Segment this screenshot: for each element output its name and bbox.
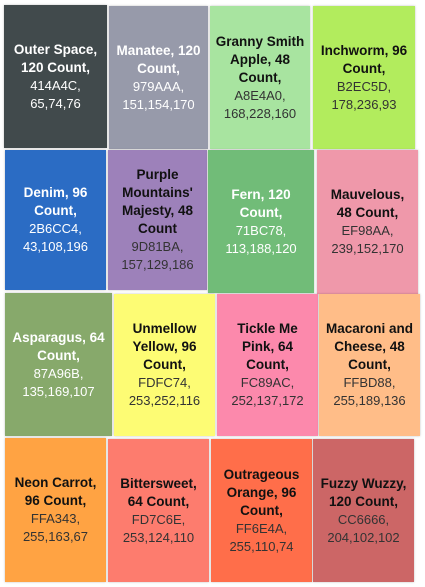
swatch-hex: A8E4A0,	[234, 87, 286, 103]
swatch-rgb: 151,154,170	[122, 96, 195, 112]
swatch-asparagus: Asparagus, 64 Count, 87A96B, 135,169,107	[5, 293, 112, 436]
swatch-hex: 71BC78,	[235, 222, 287, 238]
swatch-neon-carrot: Neon Carrot, 96 Count, FFA343, 255,163,6…	[5, 438, 106, 582]
swatch-outer-space: Outer Space, 120 Count, 414A4C, 65,74,76	[4, 5, 107, 148]
swatch-hex: 87A96B,	[33, 365, 84, 381]
swatch-rgb: 65,74,76	[30, 95, 81, 111]
swatch-hex: FC89AC,	[240, 375, 295, 390]
swatch-rgb: 252,137,172	[231, 393, 304, 408]
swatch-rgb: 255,163,67	[22, 529, 89, 544]
swatch-inchworm: Inchworm, 96 Count, B2EC5D, 178,236,93	[313, 6, 415, 149]
swatch-fern: Fern, 120 Count, 71BC78, 113,188,120	[208, 150, 314, 293]
swatch-name: Neon Carrot, 96 Count,	[14, 475, 97, 508]
swatch-manatee: Manatee, 120 Count, 979AAA, 151,154,170	[109, 6, 208, 149]
swatch-unmellow-yellow: Unmellow Yellow, 96 Count, FDFC74, 253,2…	[114, 294, 215, 436]
swatch-name: Manatee, 120 Count,	[116, 42, 201, 76]
swatch-rgb: 255,110,74	[229, 538, 294, 554]
swatch-name: Unmellow Yellow, 96 Count,	[132, 321, 197, 372]
swatch-rgb: 135,169,107	[22, 383, 95, 399]
swatch-purple-mountains-majesty: Purple Mountains' Majesty, 48 Count 9D81…	[108, 150, 207, 290]
swatch-mauvelous: Mauvelous, 48 Count, EF98AA, 239,152,170	[317, 150, 418, 294]
swatch-hex: 2B6CC4,	[29, 221, 82, 236]
swatch-name: Inchworm, 96 Count,	[320, 42, 408, 76]
swatch-name: Bittersweet, 64 Count,	[120, 475, 197, 509]
swatch-name: Granny Smith Apple, 48 Count,	[215, 33, 305, 85]
swatch-name: Fuzzy Wuzzy, 120 Count,	[320, 475, 407, 509]
swatch-rgb: 204,102,102	[327, 529, 400, 545]
swatch-rgb: 113,188,120	[225, 240, 297, 256]
swatch-hex: EF98AA,	[341, 223, 394, 238]
swatch-hex: CC6666,	[337, 511, 390, 527]
swatch-rgb: 253,252,116	[128, 393, 201, 408]
swatch-name: Outrageous Orange, 96 Count,	[223, 466, 300, 518]
swatch-hex: FDFC74,	[138, 375, 191, 390]
swatch-name: Outer Space, 120 Count,	[13, 41, 98, 75]
swatch-granny-smith-apple: Granny Smith Apple, 48 Count, A8E4A0, 16…	[210, 6, 310, 149]
swatch-hex: FFBD88,	[343, 375, 396, 390]
swatch-hex: 414A4C,	[30, 77, 81, 93]
swatch-macaroni-and-cheese: Macaroni and Cheese, 48 Count, FFBD88, 2…	[319, 294, 420, 436]
swatch-name: Asparagus, 64 Count,	[12, 329, 105, 363]
swatch-hex: FF6E4A,	[235, 520, 288, 536]
swatch-rgb: 43,108,196	[22, 239, 89, 254]
swatch-tickle-me-pink: Tickle Me Pink, 64 Count, FC89AC, 252,13…	[217, 294, 318, 436]
swatch-hex: FD7C6E,	[131, 511, 186, 527]
swatch-name: Fern, 120 Count,	[231, 186, 291, 220]
swatch-rgb: 157,129,186	[121, 257, 194, 272]
swatch-hex: 9D81BA,	[131, 239, 184, 254]
swatch-name: Tickle Me Pink, 64 Count,	[237, 321, 298, 372]
swatch-rgb: 178,236,93	[331, 96, 397, 112]
swatch-fuzzy-wuzzy: Fuzzy Wuzzy, 120 Count, CC6666, 204,102,…	[313, 439, 414, 582]
swatch-name: Macaroni and Cheese, 48 Count,	[325, 321, 414, 372]
swatch-outrageous-orange: Outrageous Orange, 96 Count, FF6E4A, 255…	[211, 439, 312, 582]
swatch-hex: 979AAA,	[132, 78, 185, 94]
swatch-denim: Denim, 96 Count, 2B6CC4, 43,108,196	[5, 150, 106, 290]
swatch-rgb: 168,228,160	[223, 105, 297, 121]
swatch-hex: FFA343,	[30, 511, 81, 526]
swatch-name: Purple Mountains' Majesty, 48 Count	[121, 167, 194, 236]
swatch-bittersweet: Bittersweet, 64 Count, FD7C6E, 253,124,1…	[108, 439, 209, 582]
swatch-rgb: 239,152,170	[331, 241, 404, 256]
swatch-hex: B2EC5D,	[336, 78, 392, 94]
swatch-name: Mauvelous, 48 Count,	[330, 187, 405, 220]
swatch-name: Denim, 96 Count,	[23, 185, 88, 218]
swatch-rgb: 255,189,136	[333, 393, 406, 408]
swatch-rgb: 253,124,110	[122, 529, 195, 545]
